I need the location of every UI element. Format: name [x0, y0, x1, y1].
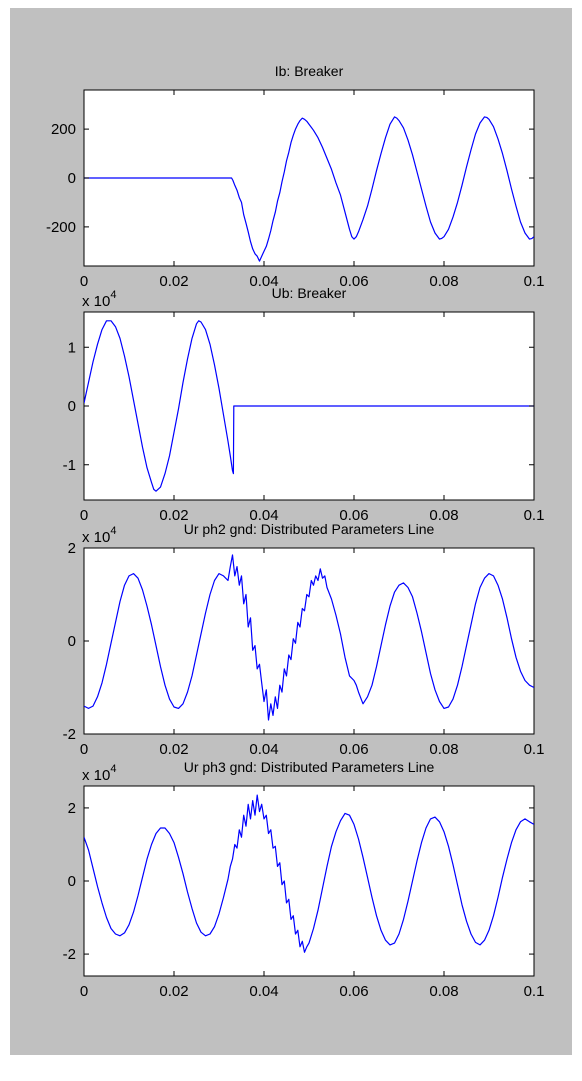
y-exponent-label: x 104 [82, 763, 116, 784]
x-tick-label: 0.1 [524, 741, 545, 758]
x-tick-label: 0 [80, 983, 88, 1000]
x-tick-label: 0.1 [524, 507, 545, 524]
subplot-3: 0 0.02 0.04 0.06 0.08 0.120-2Ur ph2 gnd: Dist… [63, 521, 545, 758]
plot-area-3 [83, 547, 535, 735]
series-line-4-1 [84, 794, 534, 953]
subplot-2: 0 0.02 0.04 0.06 0.08 0.1 1 0 -1 Ub: Breaker x 104 [63, 285, 545, 524]
plot-title-3: Ur ph2 gnd: Distributed Parameters Line [184, 521, 435, 537]
subplot-1: 0 0.02 0.04 0.06 0.08 0.1 200 0 -200 Ib: Breaker [46, 63, 544, 290]
series-line-2-1 [84, 320, 534, 492]
y-tick-label: 1 [68, 339, 76, 356]
y-exponent-label: x 104 [82, 525, 116, 546]
plot-title-1: Ib: Breaker [275, 63, 344, 79]
y-tick-label: 2 [68, 540, 76, 557]
x-tick-label: 0.08 [429, 273, 458, 290]
x-tick-label: 0.04 [249, 741, 278, 758]
x-tick-label: 0.04 [249, 983, 278, 1000]
x-tick-label: 0.06 [339, 273, 368, 290]
x-tick-label: 0 [80, 507, 88, 524]
x-tick-label: 0.04 [249, 273, 278, 290]
series-line-1-1 [84, 116, 534, 262]
y-tick-label: 2 [68, 800, 76, 817]
x-tick-label: 0.04 [249, 507, 278, 524]
y-tick-label: -2 [63, 726, 76, 743]
y-tick-label: 200 [51, 121, 76, 138]
x-tick-label: 0.1 [524, 273, 545, 290]
x-tick-label: 0.02 [159, 741, 188, 758]
y-exponent-label: x 104 [82, 289, 116, 310]
x-tick-label: 0.06 [339, 507, 368, 524]
figure-window: 0 0.02 0.04 0.06 0.08 0.1 200 0 -200 Ib: Breaker 0… [10, 8, 572, 1055]
subplot-4: 0 0.02 0.04 0.06 0.08 0.1 2 0 -2 Ur ph3 gnd: Dist… [63, 759, 545, 1000]
x-tick-label: 0.02 [159, 273, 188, 290]
y-tick-label: -2 [63, 946, 76, 963]
y-tick-label: 0 [68, 633, 76, 650]
y-tick-label: -200 [46, 219, 76, 236]
series-line-3-1 [84, 554, 534, 721]
plot-title-2: Ub: Breaker [272, 285, 347, 301]
x-tick-label: 0.02 [159, 507, 188, 524]
y-tick-label: -1 [63, 457, 76, 474]
y-tick-label: 0 [68, 398, 76, 415]
x-tick-label: 0.08 [429, 741, 458, 758]
x-tick-label: 0.06 [339, 741, 368, 758]
plot-title-4: Ur ph3 gnd: Distributed Parameters Line [184, 759, 435, 775]
y-tick-label: 0 [68, 170, 76, 187]
plot-area-4 [83, 785, 535, 977]
x-tick-label: 0.02 [159, 983, 188, 1000]
x-tick-label: 0.08 [429, 983, 458, 1000]
x-tick-label: 0 [80, 273, 88, 290]
x-tick-label: 0 [80, 741, 88, 758]
x-tick-label: 0.1 [524, 983, 545, 1000]
x-tick-label: 0.08 [429, 507, 458, 524]
x-tick-label: 0.06 [339, 983, 368, 1000]
y-tick-label: 0 [68, 873, 76, 890]
